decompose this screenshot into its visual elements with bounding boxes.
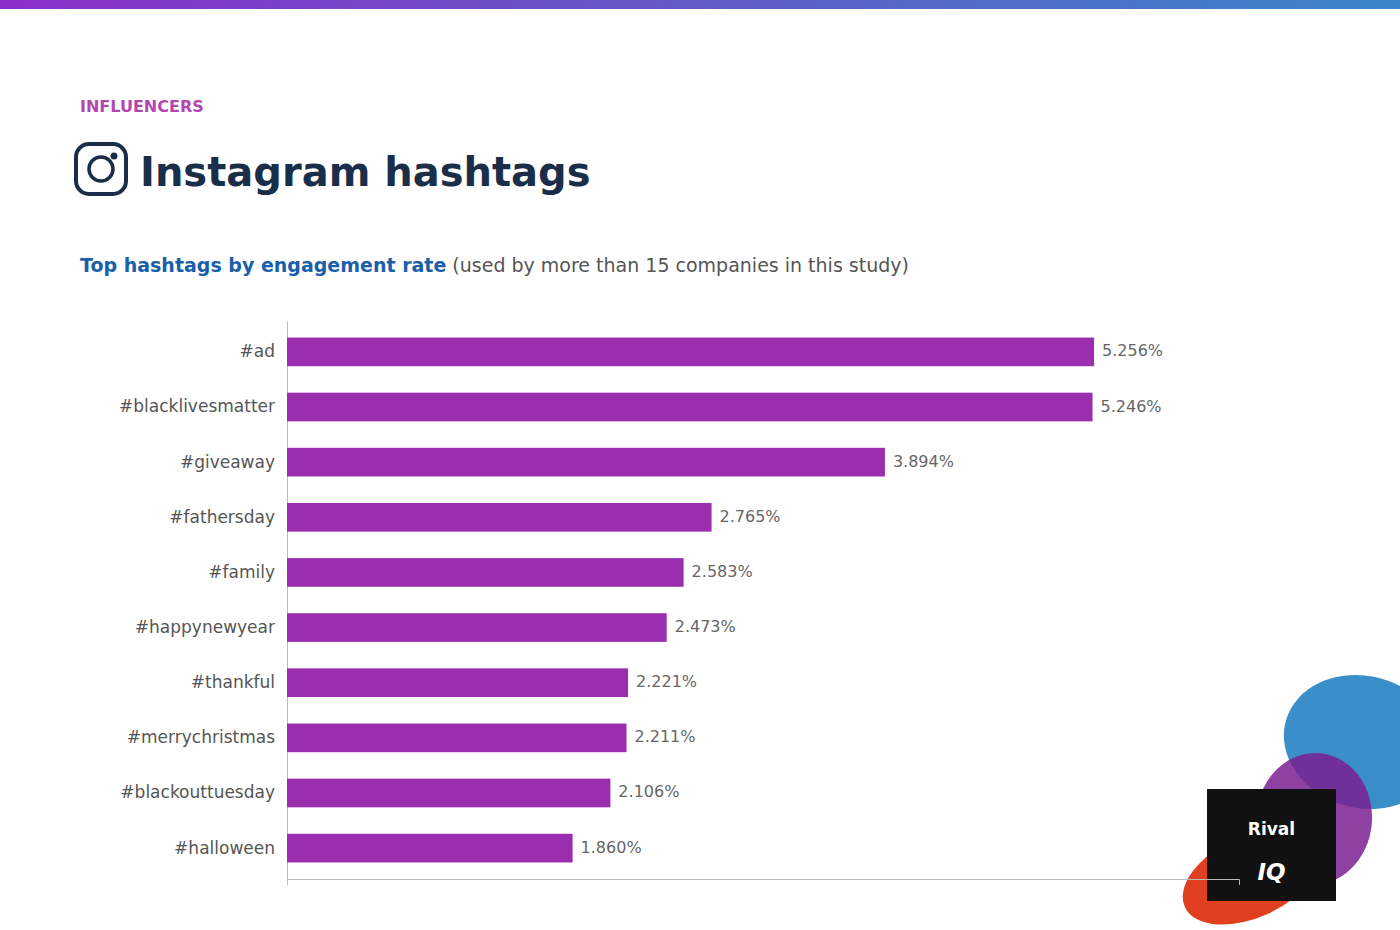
bars bbox=[287, 338, 1094, 863]
y-tick: #happynewyear bbox=[135, 617, 275, 637]
logo: Rival IQ bbox=[1207, 789, 1336, 901]
bar bbox=[287, 448, 885, 477]
y-tick: #blackouttuesday bbox=[120, 782, 275, 802]
subtitle-bold: Top hashtags by engagement rate bbox=[80, 254, 446, 276]
y-tick: #family bbox=[208, 562, 275, 582]
y-tick: #giveaway bbox=[180, 452, 275, 472]
data-labels: 1.860% 2.106% 2.211% 2.221% 2.473% 2.583% 2.76… bbox=[581, 341, 1163, 856]
y-tick-label: #happynewyear bbox=[135, 617, 275, 637]
y-tick-label: #blackouttuesday bbox=[120, 782, 275, 802]
chart-subtitle: Top hashtags by engagement rate (used by… bbox=[80, 254, 909, 276]
bar bbox=[287, 503, 712, 532]
bar bbox=[287, 338, 1094, 367]
y-axis: #halloween #blackouttuesday #merrychristma… bbox=[119, 322, 287, 880]
chart-canvas: INFLUENCERS Instagram hashtags Top hashtag… bbox=[0, 0, 1400, 930]
y-tick-label: #ad bbox=[240, 341, 275, 361]
y-tick-label: #family bbox=[208, 562, 275, 582]
data-label: 1.860% bbox=[581, 838, 642, 857]
y-tick-label: #halloween bbox=[174, 838, 275, 858]
icon-frame bbox=[76, 144, 126, 194]
data-label: 5.246% bbox=[1101, 397, 1162, 416]
y-tick: #thankful bbox=[191, 672, 275, 692]
logo-box bbox=[1207, 789, 1336, 901]
bar bbox=[287, 779, 610, 808]
y-tick-label: #blacklivesmatter bbox=[119, 396, 275, 416]
data-label: 2.473% bbox=[675, 617, 736, 636]
top-gradient-bar bbox=[0, 0, 1400, 9]
chart-title: Instagram hashtags bbox=[140, 149, 591, 195]
y-tick-label: #giveaway bbox=[180, 452, 275, 472]
bar bbox=[287, 558, 684, 587]
header-label: INFLUENCERS bbox=[80, 97, 204, 116]
decor-blobs bbox=[1168, 658, 1400, 930]
y-tick-label: #fathersday bbox=[169, 507, 275, 527]
y-tick: #fathersday bbox=[169, 507, 275, 527]
y-tick: #halloween bbox=[174, 838, 275, 858]
y-tick-label: #thankful bbox=[191, 672, 275, 692]
title-icon bbox=[76, 144, 126, 194]
data-label: 5.256% bbox=[1102, 341, 1163, 360]
bar bbox=[287, 393, 1093, 422]
bar bbox=[287, 613, 667, 642]
data-label: 2.583% bbox=[692, 562, 753, 581]
plot-area: #halloween #blackouttuesday #merrychristma… bbox=[119, 322, 1239, 886]
data-label: 2.765% bbox=[720, 507, 781, 526]
data-label: 3.894% bbox=[893, 452, 954, 471]
bar bbox=[287, 834, 573, 863]
subtitle-regular: (used by more than 15 companies in this … bbox=[446, 254, 909, 276]
bar bbox=[287, 668, 628, 697]
data-label: 2.106% bbox=[618, 782, 679, 801]
data-label: 2.221% bbox=[636, 672, 697, 691]
bar bbox=[287, 724, 626, 753]
y-tick: #blacklivesmatter bbox=[119, 396, 275, 416]
logo-text: IQ bbox=[1257, 859, 1285, 885]
icon-dot bbox=[111, 153, 118, 160]
data-label: 2.211% bbox=[634, 727, 695, 746]
icon-lens bbox=[89, 157, 113, 181]
x-axis-line bbox=[288, 880, 1240, 886]
y-tick: #merrychristmas bbox=[127, 727, 275, 747]
logo-text: Rival bbox=[1248, 819, 1295, 839]
x-axis bbox=[288, 880, 1240, 886]
y-tick-label: #merrychristmas bbox=[127, 727, 275, 747]
y-tick: #ad bbox=[240, 341, 275, 361]
